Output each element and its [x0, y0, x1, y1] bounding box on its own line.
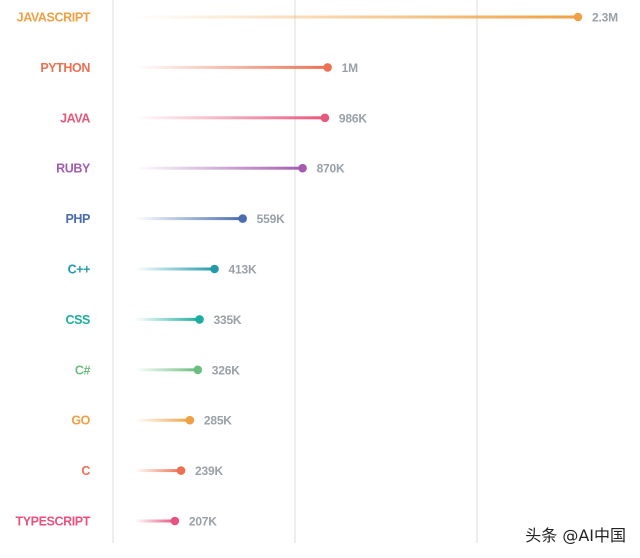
- value-label: 413K: [229, 263, 257, 277]
- lollipop-dot: [210, 264, 219, 274]
- lollipop-stem: [135, 267, 215, 271]
- chart-row: TYPESCRIPT 207K: [16, 515, 218, 529]
- lollipop-stem: [135, 217, 243, 221]
- category-label: C: [81, 464, 90, 478]
- category-label: C++: [68, 263, 91, 277]
- category-label: PYTHON: [40, 61, 90, 75]
- lollipop-dot: [185, 415, 195, 425]
- lollipop-stem: [135, 317, 200, 321]
- lollipop-dot: [573, 12, 583, 22]
- lollipop-stem: [135, 65, 328, 69]
- category-label: JAVASCRIPT: [17, 11, 91, 25]
- value-label: 207K: [189, 515, 217, 529]
- chart-row: C++ 413K: [68, 263, 258, 277]
- lollipop-stem: [135, 15, 578, 19]
- value-label: 326K: [212, 363, 240, 377]
- category-label: TYPESCRIPT: [16, 515, 91, 529]
- category-label: GO: [71, 414, 90, 428]
- value-label: 986K: [339, 111, 367, 125]
- category-label: RUBY: [56, 162, 91, 176]
- value-label: 239K: [195, 464, 223, 478]
- watermark: 头条 @AI中国: [525, 526, 626, 545]
- lollipop-stem: [135, 519, 175, 523]
- chart-row: GO 285K: [71, 414, 232, 428]
- value-label: 2.3M: [592, 11, 618, 25]
- lollipop-dot: [170, 516, 180, 526]
- chart-row: JAVA 986K: [60, 111, 367, 125]
- value-label: 870K: [317, 162, 345, 176]
- lollipop-stem: [135, 368, 198, 372]
- chart-row: PHP 559K: [65, 212, 285, 226]
- value-label: 1M: [342, 61, 358, 75]
- category-label: JAVA: [60, 111, 90, 125]
- lollipop-dot: [323, 63, 332, 72]
- chart-row: C# 326K: [75, 363, 241, 377]
- value-label: 285K: [204, 414, 232, 428]
- chart-row: C 239K: [81, 464, 223, 478]
- lollipop-dot: [298, 163, 307, 173]
- lollipop-dot: [195, 315, 204, 324]
- lollipop-dot: [176, 466, 186, 475]
- chart-row: JAVASCRIPT 2.3M: [17, 11, 619, 25]
- chart-row: RUBY 870K: [56, 162, 345, 176]
- lollipop-dot: [193, 365, 203, 375]
- lollipop-stem: [135, 116, 325, 120]
- category-label: C#: [75, 363, 91, 377]
- value-label: 559K: [257, 212, 285, 226]
- category-label: CSS: [65, 313, 90, 327]
- lollipop-stem: [135, 418, 190, 422]
- lollipop-stem: [135, 166, 303, 170]
- lollipop-dot: [238, 214, 247, 223]
- value-label: 335K: [214, 313, 242, 327]
- chart-row: CSS 335K: [65, 313, 242, 327]
- category-label: PHP: [65, 212, 90, 226]
- chart-row: PYTHON 1M: [40, 61, 358, 75]
- lollipop-stem: [135, 469, 182, 473]
- lollipop-dot: [320, 113, 330, 123]
